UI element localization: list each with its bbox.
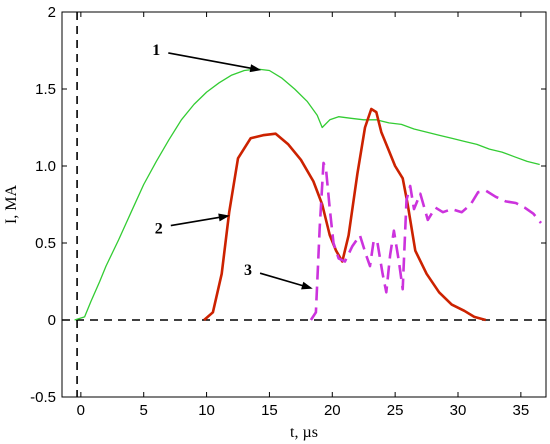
callout-label-2: 2 — [155, 221, 163, 238]
y-axis-title: I, MA — [3, 185, 20, 225]
callout-label-1: 1 — [152, 42, 160, 59]
x-axis-ticks: 0 5 10 15 20 25 30 35 — [77, 12, 530, 419]
series-1-line — [74, 68, 540, 321]
y-tick-label: 1.5 — [35, 81, 56, 98]
x-tick-label: 30 — [450, 402, 467, 419]
callout-arrowhead-1 — [249, 64, 262, 73]
x-tick-label: 35 — [513, 402, 530, 419]
callout-arrow-3 — [259, 272, 306, 288]
callout-arrow-1 — [168, 52, 254, 70]
plot-area — [61, 11, 547, 398]
callout-arrowhead-3 — [301, 281, 313, 290]
y-tick-label: -0.5 — [30, 389, 56, 406]
callout-label-3: 3 — [244, 262, 252, 279]
x-tick-label: 0 — [77, 402, 85, 419]
y-tick-label: 2 — [48, 4, 56, 21]
callout-arrow-2 — [170, 216, 222, 227]
callout-arrowhead-2 — [218, 213, 230, 222]
x-tick-label: 5 — [140, 402, 148, 419]
x-tick-label: 20 — [324, 402, 341, 419]
x-tick-label: 10 — [198, 402, 215, 419]
series-layer — [74, 68, 543, 322]
y-tick-label: 1.0 — [35, 158, 56, 175]
reference-lines — [62, 12, 546, 397]
x-axis-title: t, µs — [290, 424, 318, 441]
y-axis-ticks: -0.5 0 0.5 1.0 1.5 2 — [30, 4, 546, 406]
series-2-line — [203, 107, 487, 322]
annotations: 1 2 3 — [152, 42, 313, 290]
y-tick-label: 0.5 — [35, 235, 56, 252]
x-tick-label: 25 — [387, 402, 404, 419]
x-tick-label: 15 — [261, 402, 278, 419]
y-tick-label: 0 — [48, 312, 56, 329]
